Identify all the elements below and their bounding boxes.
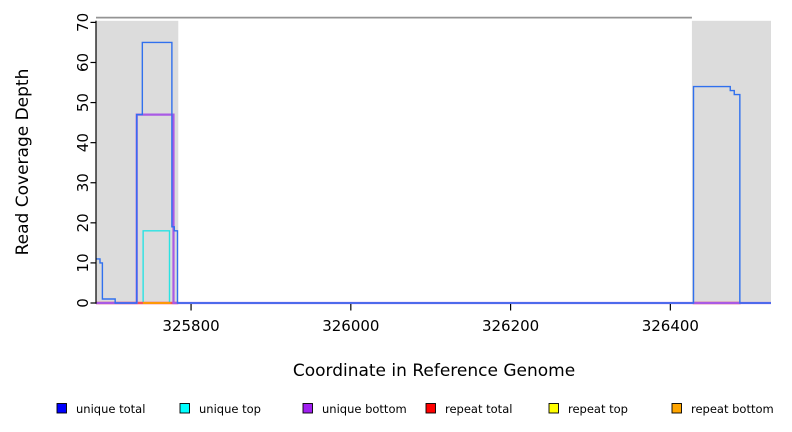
y-tick-label: 0 <box>74 298 92 308</box>
legend-swatch-unique-top <box>179 403 190 414</box>
series-line-unique-bottom <box>96 113 771 305</box>
y-tick-label: 50 <box>74 93 92 112</box>
legend-swatch-unique-total <box>56 403 67 414</box>
legend-label: unique total <box>76 402 145 416</box>
series-line-unique-top <box>96 230 771 304</box>
legend-item-repeat-top: repeat top <box>548 402 628 416</box>
legend-label: repeat top <box>568 402 628 416</box>
legend-item-unique-bottom: unique bottom <box>302 402 407 416</box>
series-line-unique-total <box>96 41 771 304</box>
y-tick-label: 10 <box>74 253 92 272</box>
x-tick-label: 326000 <box>322 317 379 335</box>
y-axis-title: Read Coverage Depth <box>13 69 33 256</box>
repeat-region-2 <box>691 20 771 304</box>
legend-item-repeat-total: repeat total <box>425 402 512 416</box>
legend-label: unique bottom <box>322 402 407 416</box>
legend-swatch-unique-bottom <box>302 403 313 414</box>
legend-item-unique-top: unique top <box>179 402 261 416</box>
legend-label: unique top <box>199 402 261 416</box>
x-tick-label: 326400 <box>642 317 699 335</box>
legend-item-repeat-bottom: repeat bottom <box>671 402 774 416</box>
y-tick-label: 40 <box>74 133 92 152</box>
legend-swatch-repeat-bottom <box>671 403 682 414</box>
y-tick-label: 30 <box>74 173 92 192</box>
coverage-series-lines <box>96 41 771 305</box>
axes: 0 10 20 30 40 50 60 70 325800 326000 326200 326400 <box>74 13 699 335</box>
x-axis-title: Coordinate in Reference Genome <box>293 361 575 381</box>
x-tick-label: 326200 <box>482 317 539 335</box>
legend: unique total unique top unique bottom repea… <box>56 402 774 416</box>
y-tick-label: 20 <box>74 213 92 232</box>
y-tick-label: 70 <box>74 13 92 32</box>
repeat-region-highlights <box>96 20 771 304</box>
y-tick-label: 60 <box>74 53 92 72</box>
x-tick-label: 325800 <box>162 317 219 335</box>
legend-swatch-repeat-top <box>548 403 559 414</box>
legend-swatch-repeat-total <box>425 403 436 414</box>
legend-label: repeat bottom <box>691 402 774 416</box>
legend-item-unique-total: unique total <box>56 402 145 416</box>
legend-label: repeat total <box>445 402 512 416</box>
